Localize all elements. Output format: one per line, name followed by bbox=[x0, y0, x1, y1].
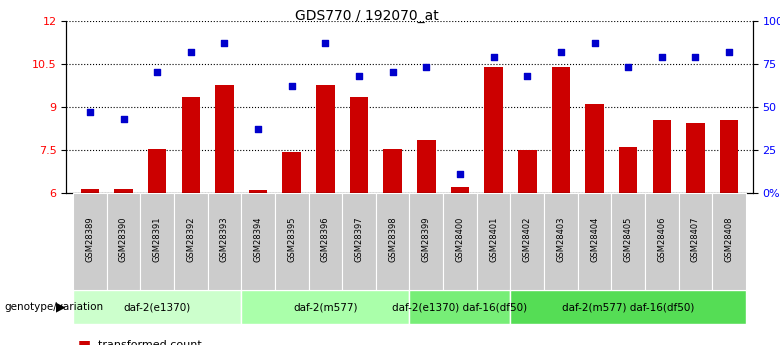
Text: GSM28392: GSM28392 bbox=[186, 217, 195, 262]
FancyBboxPatch shape bbox=[510, 290, 746, 324]
Text: GSM28402: GSM28402 bbox=[523, 217, 532, 262]
Bar bbox=[451, 187, 470, 193]
Bar bbox=[80, 189, 99, 193]
Text: daf-2(m577) daf-16(df50): daf-2(m577) daf-16(df50) bbox=[562, 302, 694, 312]
Point bbox=[588, 40, 601, 46]
FancyBboxPatch shape bbox=[73, 290, 241, 324]
FancyBboxPatch shape bbox=[140, 193, 174, 290]
Text: GSM28406: GSM28406 bbox=[658, 217, 666, 262]
FancyBboxPatch shape bbox=[712, 193, 746, 290]
Text: GSM28397: GSM28397 bbox=[355, 217, 363, 263]
Point bbox=[252, 127, 264, 132]
FancyBboxPatch shape bbox=[578, 193, 612, 290]
FancyBboxPatch shape bbox=[241, 193, 275, 290]
Bar bbox=[282, 151, 301, 193]
Point bbox=[218, 40, 231, 46]
Text: ■: ■ bbox=[78, 338, 91, 345]
Text: GDS770 / 192070_at: GDS770 / 192070_at bbox=[295, 9, 438, 23]
Text: GSM28389: GSM28389 bbox=[85, 217, 94, 263]
Text: daf-2(e1370): daf-2(e1370) bbox=[123, 302, 191, 312]
Bar bbox=[215, 86, 234, 193]
FancyBboxPatch shape bbox=[477, 193, 510, 290]
FancyBboxPatch shape bbox=[443, 193, 477, 290]
Text: GSM28407: GSM28407 bbox=[691, 217, 700, 262]
Text: GSM28400: GSM28400 bbox=[456, 217, 464, 262]
FancyBboxPatch shape bbox=[342, 193, 376, 290]
FancyBboxPatch shape bbox=[510, 193, 544, 290]
Bar bbox=[182, 97, 200, 193]
Bar bbox=[417, 140, 435, 193]
FancyBboxPatch shape bbox=[309, 193, 342, 290]
Point bbox=[690, 54, 702, 60]
Text: GSM28403: GSM28403 bbox=[556, 217, 566, 262]
Text: GSM28395: GSM28395 bbox=[287, 217, 296, 262]
Text: daf-2(m577): daf-2(m577) bbox=[293, 302, 358, 312]
Text: GSM28393: GSM28393 bbox=[220, 217, 229, 263]
FancyBboxPatch shape bbox=[544, 193, 578, 290]
FancyBboxPatch shape bbox=[275, 193, 309, 290]
Text: GSM28401: GSM28401 bbox=[489, 217, 498, 262]
Bar bbox=[148, 149, 166, 193]
FancyBboxPatch shape bbox=[73, 193, 107, 290]
Point bbox=[386, 70, 399, 75]
Text: transformed count: transformed count bbox=[98, 340, 201, 345]
Text: genotype/variation: genotype/variation bbox=[4, 302, 103, 312]
Text: ▶: ▶ bbox=[56, 300, 66, 314]
Point bbox=[622, 65, 634, 70]
Point bbox=[151, 70, 163, 75]
Text: GSM28404: GSM28404 bbox=[590, 217, 599, 262]
Point bbox=[723, 49, 736, 55]
Bar bbox=[551, 67, 570, 193]
Bar bbox=[720, 120, 739, 193]
Bar bbox=[249, 190, 268, 193]
FancyBboxPatch shape bbox=[410, 290, 510, 324]
FancyBboxPatch shape bbox=[679, 193, 712, 290]
Bar bbox=[585, 104, 604, 193]
Text: GSM28408: GSM28408 bbox=[725, 217, 734, 262]
Point bbox=[488, 54, 500, 60]
Point bbox=[656, 54, 668, 60]
FancyBboxPatch shape bbox=[645, 193, 679, 290]
Point bbox=[420, 65, 433, 70]
Text: GSM28394: GSM28394 bbox=[254, 217, 263, 262]
Bar bbox=[686, 123, 705, 193]
FancyBboxPatch shape bbox=[410, 193, 443, 290]
Point bbox=[185, 49, 197, 55]
Bar bbox=[518, 150, 537, 193]
Text: GSM28391: GSM28391 bbox=[153, 217, 161, 262]
FancyBboxPatch shape bbox=[207, 193, 241, 290]
Text: daf-2(e1370) daf-16(df50): daf-2(e1370) daf-16(df50) bbox=[392, 302, 527, 312]
Text: GSM28396: GSM28396 bbox=[321, 217, 330, 263]
FancyBboxPatch shape bbox=[376, 193, 410, 290]
Point bbox=[353, 73, 365, 79]
Text: GSM28399: GSM28399 bbox=[422, 217, 431, 262]
Bar bbox=[114, 189, 133, 193]
Point bbox=[454, 171, 466, 177]
FancyBboxPatch shape bbox=[241, 290, 410, 324]
Point bbox=[83, 109, 96, 115]
Text: GSM28398: GSM28398 bbox=[388, 217, 397, 263]
FancyBboxPatch shape bbox=[612, 193, 645, 290]
Point bbox=[319, 40, 332, 46]
Point bbox=[117, 116, 129, 122]
FancyBboxPatch shape bbox=[174, 193, 207, 290]
Text: GSM28390: GSM28390 bbox=[119, 217, 128, 262]
Bar bbox=[619, 147, 637, 193]
Bar bbox=[484, 67, 503, 193]
FancyBboxPatch shape bbox=[107, 193, 140, 290]
Text: GSM28405: GSM28405 bbox=[624, 217, 633, 262]
Point bbox=[285, 83, 298, 89]
Bar bbox=[316, 86, 335, 193]
Point bbox=[521, 73, 534, 79]
Bar bbox=[349, 97, 368, 193]
Bar bbox=[653, 120, 671, 193]
Bar bbox=[384, 149, 402, 193]
Point bbox=[555, 49, 567, 55]
